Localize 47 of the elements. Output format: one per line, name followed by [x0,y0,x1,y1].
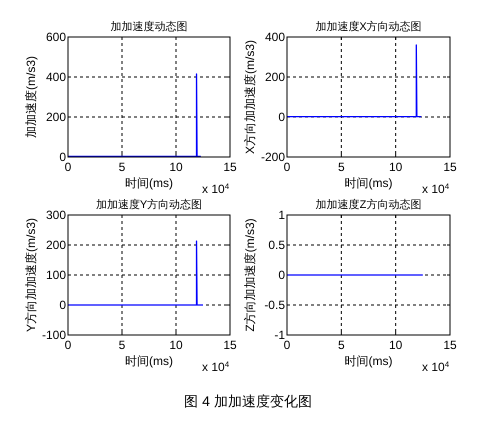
y-tick-label: 200 [46,238,66,252]
x-tick-label: 15 [443,160,457,174]
text: x 10$^{4}$ [202,360,230,374]
x-axis-title: 时间(ms) [125,176,173,190]
y-tick-label: 200 [46,110,66,124]
text: x 10$^{4}$ [422,182,450,196]
x-tick-label: 15 [223,338,237,352]
x-tick-label: 5 [338,338,345,352]
y-tick-label: 0 [59,298,66,312]
y-axis-title: Z方向加加速度(m/s3) [243,218,257,332]
y-tick-label: 1 [278,208,286,222]
x-tick-label: 5 [118,338,126,352]
x-tick-label: 10 [169,160,183,174]
chart-title: 加加速度动态图 [110,20,188,33]
text: x 10$^{4}$ [422,360,450,374]
x-tick-label: 15 [443,338,457,352]
x-axis-title: 时间(ms) [344,354,392,368]
y-tick-label: -200 [260,150,286,164]
y-tick-label: 400 [264,30,286,44]
chart-title: 加加速度X方向动态图 [315,20,422,33]
text: x 10$^{4}$ [202,182,230,196]
x-axis-title: 时间(ms) [125,354,173,368]
y-axis-title: X方向加加速度(m/s3) [243,40,257,154]
y-tick-label: 200 [264,70,286,84]
y-tick-label: 0 [59,150,66,164]
y-tick-label: 0 [278,110,286,124]
y-tick-label: 300 [46,208,66,222]
y-tick-label: 0.5 [268,238,286,252]
y-tick-label: 100 [46,268,66,282]
y-tick-label: 400 [46,70,66,84]
x-tick-label: 5 [118,160,126,174]
y-axis-title: 加加速度(m/s3) [24,56,38,138]
x-tick-label: 10 [169,338,183,352]
y-tick-label: -0.5 [264,298,286,312]
chart-title: 加加速度Y方向动态图 [96,198,202,211]
y-tick-label: 0 [278,268,286,282]
x-tick-label: 5 [338,160,345,174]
y-axis-title: Y方向加加速度(m/s3) [24,218,38,332]
y-tick-label: -100 [42,328,66,342]
x-axis-title: 时间(ms) [344,176,392,190]
y-tick-label: 600 [46,30,66,44]
y-tick-label: -1 [274,328,286,342]
x-tick-label: 10 [388,160,403,174]
x-tick-label: 10 [388,338,403,352]
chart-title: 加加速度Z方向动态图 [316,198,422,211]
x-tick-label: 15 [223,160,237,174]
caption: 图 4 加加速度变化图 [184,393,312,409]
